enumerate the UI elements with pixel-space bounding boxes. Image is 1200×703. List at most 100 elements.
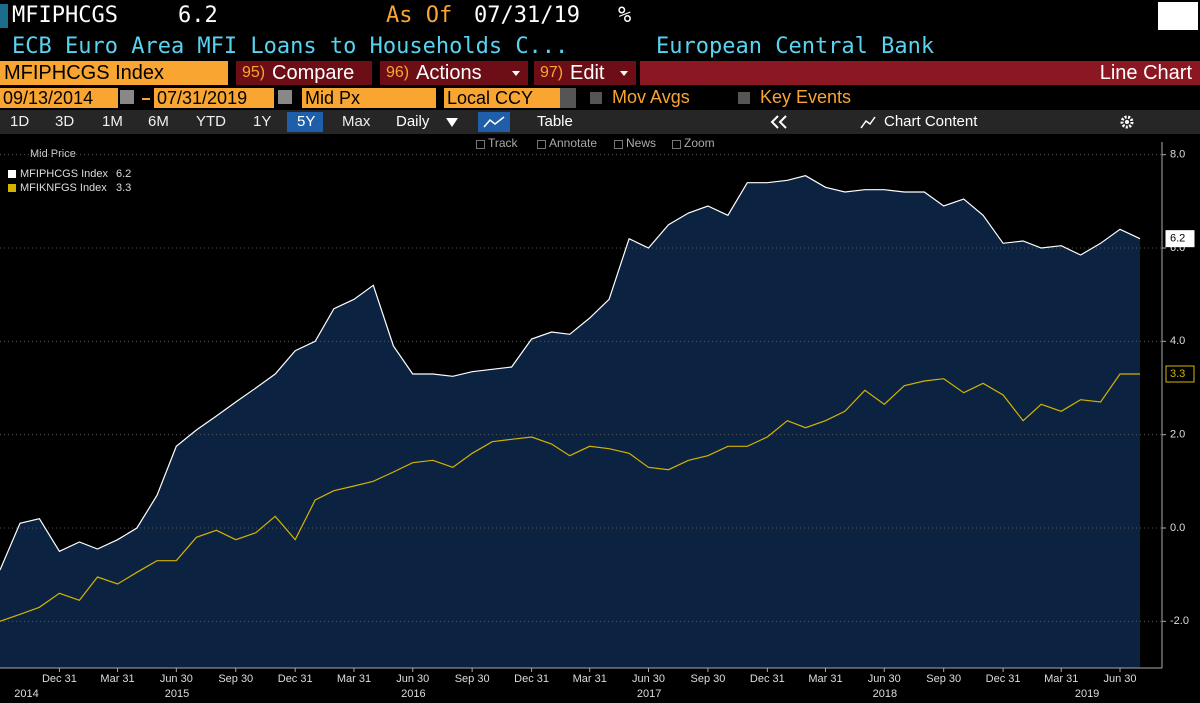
button-number: 96)	[386, 64, 410, 81]
tool-icon	[476, 140, 485, 149]
dropdown-arrow	[446, 118, 458, 127]
last-value-label: 3.3	[1170, 368, 1185, 380]
x-tick-label: Sep 30	[455, 673, 490, 685]
source: European Central Bank	[656, 34, 935, 59]
x-tick-label: Sep 30	[218, 673, 253, 685]
chart-type[interactable]	[478, 112, 510, 132]
year-label: 2015	[165, 688, 189, 700]
security-field[interactable]: MFIPHCGS Index	[0, 61, 228, 85]
year-label: 2019	[1075, 688, 1099, 700]
chart-content-icon	[860, 116, 876, 129]
x-tick-label: Jun 30	[396, 673, 429, 685]
frequency[interactable]: Daily	[396, 113, 430, 130]
tool-icon	[537, 140, 546, 149]
year-label: 2014	[14, 688, 38, 700]
x-tick-label: Jun 30	[1104, 673, 1137, 685]
last-value-box	[1165, 230, 1195, 248]
price-field[interactable]: Mid Px	[302, 88, 436, 108]
checkbox[interactable]	[590, 92, 602, 104]
legend-name: MFIPHCGS Index	[20, 168, 109, 180]
y-tick-label: 4.0	[1170, 335, 1185, 347]
x-tick-label: Mar 31	[808, 673, 842, 685]
marker	[0, 4, 8, 28]
chart-content[interactable]: Chart Content	[884, 113, 978, 130]
x-tick-label: Mar 31	[573, 673, 607, 685]
chart-tool[interactable]: Annotate	[549, 136, 598, 150]
command-button[interactable]: 96) Actions	[380, 61, 528, 85]
x-tick-label: Jun 30	[160, 673, 193, 685]
period-button[interactable]: YTD	[196, 113, 226, 130]
x-tick-label: Dec 31	[42, 673, 77, 685]
period-button[interactable]: 1D	[10, 113, 30, 130]
currency[interactable]: Local CCY	[444, 88, 560, 108]
last-value: 6.2	[178, 3, 218, 28]
x-tick-label: Sep 30	[926, 673, 961, 685]
line	[0, 373, 1140, 622]
area	[0, 175, 1141, 668]
option[interactable]: Key Events	[760, 87, 852, 107]
end-date[interactable]: 07/31/2019	[154, 88, 274, 108]
year-label: 2017	[637, 688, 661, 700]
legend-name: MFIKNFGS Index	[20, 182, 107, 194]
option[interactable]: Mov Avgs	[612, 87, 690, 107]
x-tick-label: Dec 31	[278, 673, 313, 685]
legend-value: 3.3	[116, 182, 131, 194]
tool-icon	[614, 140, 623, 149]
last-value-label: 6.2	[1170, 233, 1185, 245]
dropdown[interactable]	[560, 88, 576, 108]
legend-value: 6.2	[116, 168, 131, 180]
ticker: MFIPHCGS	[12, 3, 118, 28]
year-label: 2018	[873, 688, 897, 700]
chart-tool[interactable]: Track	[488, 136, 518, 150]
chart-tool[interactable]: Zoom	[684, 136, 715, 150]
command-button[interactable]: 95) Compare	[236, 61, 372, 85]
header-row: MFIPHCGS 6.2 As Of 07/31/19 %	[0, 0, 1200, 32]
command-button[interactable]: 97) Edit	[534, 61, 636, 85]
period-button[interactable]: 1M	[102, 113, 123, 130]
unit: %	[618, 3, 632, 28]
calendar-icon[interactable]	[278, 90, 292, 104]
table-button[interactable]: Table	[537, 113, 573, 130]
x-tick-label: Jun 30	[632, 673, 665, 685]
button-number: 95)	[242, 64, 266, 81]
x-tick-label: Sep 30	[690, 673, 725, 685]
as-of-date: 07/31/19	[474, 3, 580, 28]
period-button[interactable]: 6M	[148, 113, 169, 130]
start-date[interactable]: 09/13/2014	[0, 88, 118, 108]
view-label: Line Chart	[1099, 62, 1192, 84]
command-row: MFIPHCGS Index 95) Compare 96) Actions 97) Ed…	[0, 60, 1200, 86]
x-tick-label: Dec 31	[986, 673, 1021, 685]
view-bar	[640, 61, 1200, 85]
description: ECB Euro Area MFI Loans to Households C.…	[12, 34, 569, 59]
x-tick-label: Dec 31	[750, 673, 785, 685]
y-tick-label: 2.0	[1170, 429, 1185, 441]
chart-tool[interactable]: News	[626, 136, 657, 150]
x-tick-label: Mar 31	[100, 673, 134, 685]
dash	[142, 98, 150, 100]
legend-swatch	[8, 184, 16, 192]
x-tick-label: Mar 31	[1044, 673, 1078, 685]
calendar-icon[interactable]	[120, 90, 134, 104]
y-tick-label: 0.0	[1170, 522, 1185, 534]
period-button[interactable]: 3D	[55, 113, 75, 130]
chart-tools: Track Annotate News Zoom	[0, 136, 1200, 152]
settings-gear[interactable]	[1119, 114, 1135, 130]
dropdown-arrow	[620, 71, 628, 76]
line	[0, 175, 1141, 571]
legend-title: Mid Price	[30, 148, 76, 160]
tool-icon	[672, 140, 681, 149]
period-button[interactable]: 1Y	[253, 113, 272, 130]
button-label: Compare	[272, 62, 355, 84]
checkbox[interactable]	[738, 92, 750, 104]
dropdown-arrow	[512, 71, 520, 76]
legend-swatch	[8, 170, 16, 178]
corner-icon[interactable]	[1158, 2, 1198, 30]
period-button[interactable]: 5Y	[297, 113, 316, 130]
year-label: 2016	[401, 688, 425, 700]
as-of-label: As Of	[386, 3, 453, 28]
collapse[interactable]	[770, 115, 788, 129]
x-tick-label: Jun 30	[868, 673, 901, 685]
toolbar: 1D 3D 1M 6M YTD 1Y 5Y Max Daily Table Chart Con…	[0, 110, 1200, 134]
period-button[interactable]: Max	[342, 113, 371, 130]
